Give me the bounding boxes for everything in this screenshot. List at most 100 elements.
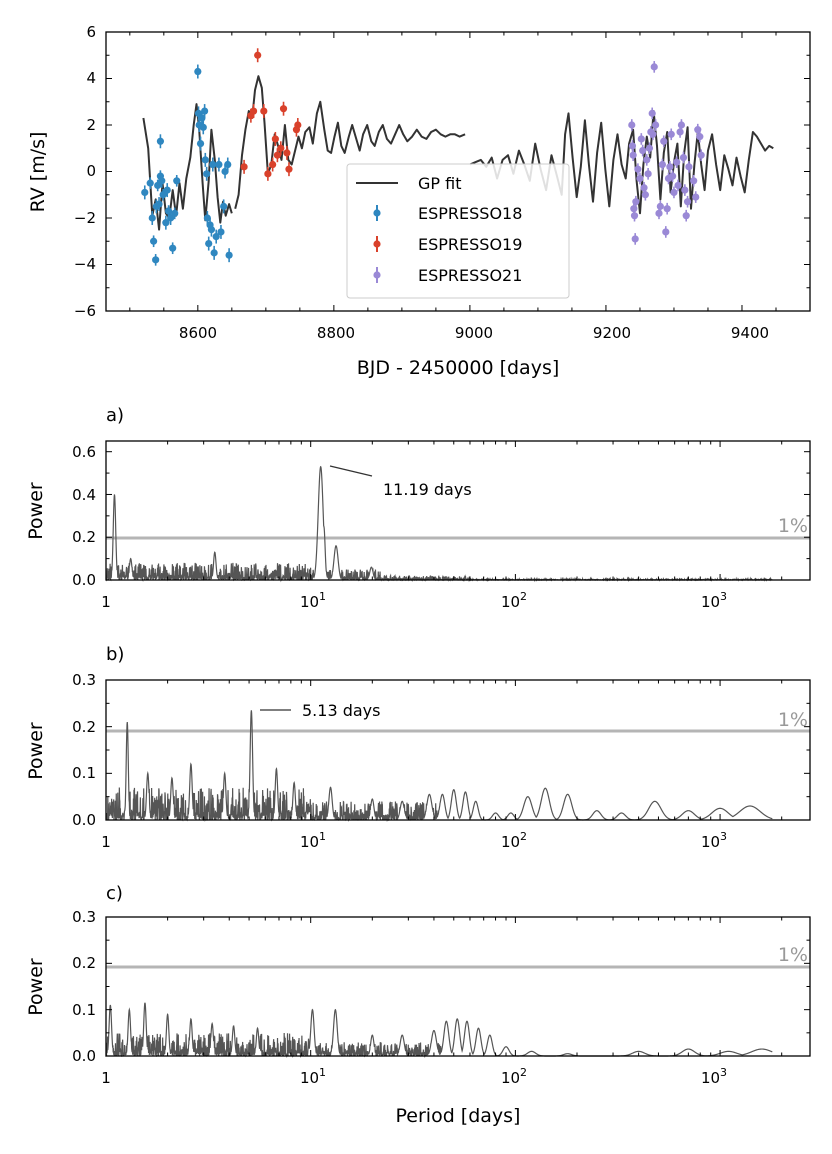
espresso18-point xyxy=(209,160,217,169)
espresso21-point xyxy=(632,198,640,206)
xtick-label-c: 101 xyxy=(300,1066,326,1087)
espresso18-point xyxy=(199,123,207,131)
y-axis-label-c: Power xyxy=(25,958,47,1016)
rv-xtick-label: 9200 xyxy=(593,324,631,342)
espresso21-point xyxy=(629,151,637,159)
rv-xtick-label: 8800 xyxy=(317,324,355,342)
panel-b-tag: b) xyxy=(106,644,124,665)
ytick-label-a: 0.4 xyxy=(72,486,96,504)
espresso18-point xyxy=(201,156,209,164)
rv-ytick-label: 0 xyxy=(86,162,96,180)
rv-panel: −6 −4 −2 0 2 4 6 8600 8800 9000 9200 940… xyxy=(27,23,811,379)
xtick-label-c: 103 xyxy=(701,1066,727,1087)
threshold-label-b: 1% xyxy=(778,709,808,731)
periodogram-a-curve xyxy=(105,465,773,583)
espresso18-point xyxy=(203,214,211,222)
ytick-label-c: 0.3 xyxy=(72,908,96,926)
threshold-label-a: 1% xyxy=(778,515,808,537)
legend-box xyxy=(346,163,570,299)
ytick-label-c: 0.2 xyxy=(72,954,96,972)
espresso18-point xyxy=(158,177,166,185)
ytick-label-b: 0.2 xyxy=(72,718,96,736)
tick-marks-a xyxy=(105,441,810,581)
legend-gp-label: GP fit xyxy=(418,174,461,193)
rv-ytick-label: 6 xyxy=(86,23,96,41)
espresso19-point xyxy=(279,105,288,113)
xtick-label-a: 101 xyxy=(300,590,326,611)
espresso21-point xyxy=(631,235,639,243)
x-axis-label-c: Period [days] xyxy=(396,1105,521,1127)
tick-marks-b xyxy=(105,679,810,821)
periodogram-b-curve xyxy=(105,710,773,822)
espresso18-point xyxy=(169,244,177,252)
xtick-label-b: 102 xyxy=(501,830,527,851)
legend-espresso21-label: ESPRESSO21 xyxy=(418,266,522,285)
panel-c-tag: c) xyxy=(106,883,123,904)
ytick-label-b: 0.1 xyxy=(72,764,96,782)
espresso18-point xyxy=(201,107,209,115)
espresso18-point xyxy=(162,219,170,227)
xtick-label-a: 102 xyxy=(501,590,527,611)
periodogram-c-curve xyxy=(105,1002,773,1059)
plot-frame-a xyxy=(105,440,811,581)
espresso18-point xyxy=(163,186,171,194)
espresso18-point xyxy=(141,188,149,197)
legend-espresso19-marker xyxy=(373,236,381,252)
legend-espresso18-label: ESPRESSO18 xyxy=(418,204,522,223)
espresso21-point xyxy=(679,153,688,162)
espresso19-point xyxy=(273,151,282,159)
rv-ytick-label: −6 xyxy=(74,302,96,320)
espresso21-point xyxy=(690,177,698,185)
espresso18-point xyxy=(159,191,167,199)
espresso18-point xyxy=(196,140,205,148)
espresso21-point xyxy=(674,181,682,190)
espresso21-point xyxy=(682,212,690,220)
espresso21-point xyxy=(655,209,663,217)
espresso21-point xyxy=(683,198,692,206)
tick-marks-c xyxy=(105,916,810,1057)
threshold-label-c: 1% xyxy=(778,944,808,966)
espresso21-point xyxy=(667,130,675,138)
rv-data-points xyxy=(141,48,705,266)
espresso21-point xyxy=(651,121,660,129)
espresso21-point xyxy=(669,172,677,180)
espresso21-point xyxy=(628,142,637,150)
espresso21-point xyxy=(662,228,670,236)
espresso19-point xyxy=(250,107,258,115)
espresso21-point xyxy=(648,109,656,117)
periodogram-line-c xyxy=(105,1002,773,1059)
espresso18-point xyxy=(210,249,218,257)
gp-fit-segment xyxy=(469,110,774,215)
espresso18-point xyxy=(225,251,233,259)
xtick-label-c: 1 xyxy=(101,1069,111,1087)
periodogram-a: a) 1% 11.19 days 0.0 0.2 0.4 0.6 1 101 1… xyxy=(25,405,811,611)
xtick-label-b: 103 xyxy=(701,830,727,851)
espresso18-point xyxy=(217,228,225,236)
espresso18-point xyxy=(152,256,160,264)
rv-ytick-label: 2 xyxy=(86,116,96,134)
espresso21-point xyxy=(630,212,639,220)
rv-ytick-label: 4 xyxy=(86,69,96,87)
espresso19-point xyxy=(271,135,279,143)
ytick-label-a: 0.2 xyxy=(72,528,96,546)
espresso18-point xyxy=(198,114,206,122)
espresso18-point xyxy=(207,226,216,234)
rv-ytick-label: −2 xyxy=(74,209,96,227)
legend-espresso21-marker xyxy=(373,267,381,283)
espresso21-point xyxy=(637,135,645,143)
espresso21-point xyxy=(628,121,636,129)
ytick-label-b: 0.0 xyxy=(72,811,96,829)
periodogram-b: b) 1% 5.13 days 0.0 0.1 0.2 0.3 1 101 10… xyxy=(25,644,811,851)
legend-espresso19-label: ESPRESSO19 xyxy=(418,235,522,254)
espresso18-point xyxy=(155,200,163,208)
rv-xtick-label: 8600 xyxy=(179,324,217,342)
panel-a-tag: a) xyxy=(106,405,124,426)
espresso21-point xyxy=(639,146,647,155)
espresso21-point xyxy=(677,121,686,129)
espresso21-point xyxy=(681,186,689,194)
xtick-label-a: 1 xyxy=(101,593,111,611)
rv-xtick-label: 9400 xyxy=(731,324,769,342)
espresso18-point xyxy=(156,137,165,145)
espresso21-point xyxy=(640,184,648,192)
